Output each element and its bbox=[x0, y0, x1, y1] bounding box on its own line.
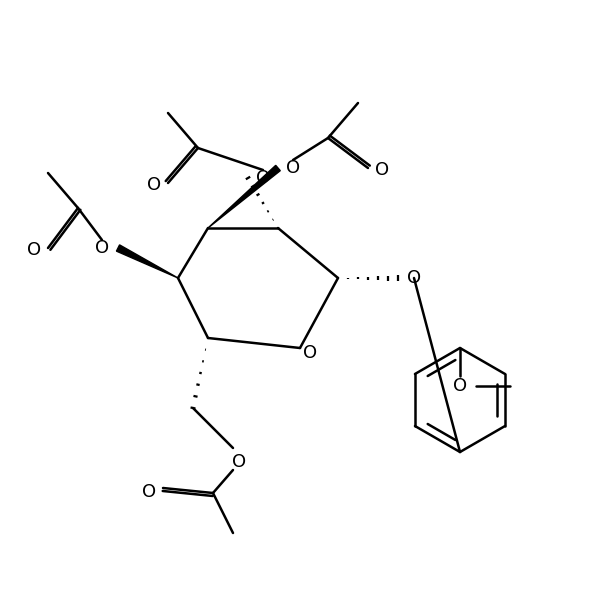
Text: O: O bbox=[303, 344, 317, 362]
Text: O: O bbox=[286, 159, 300, 177]
Text: O: O bbox=[142, 483, 156, 501]
Polygon shape bbox=[208, 166, 280, 228]
Text: O: O bbox=[95, 239, 109, 257]
Text: O: O bbox=[407, 269, 421, 287]
Text: O: O bbox=[147, 176, 161, 194]
Text: O: O bbox=[256, 169, 270, 187]
Polygon shape bbox=[116, 245, 178, 278]
Text: O: O bbox=[232, 453, 246, 471]
Text: O: O bbox=[375, 161, 389, 179]
Text: O: O bbox=[27, 241, 41, 259]
Text: O: O bbox=[453, 377, 467, 395]
